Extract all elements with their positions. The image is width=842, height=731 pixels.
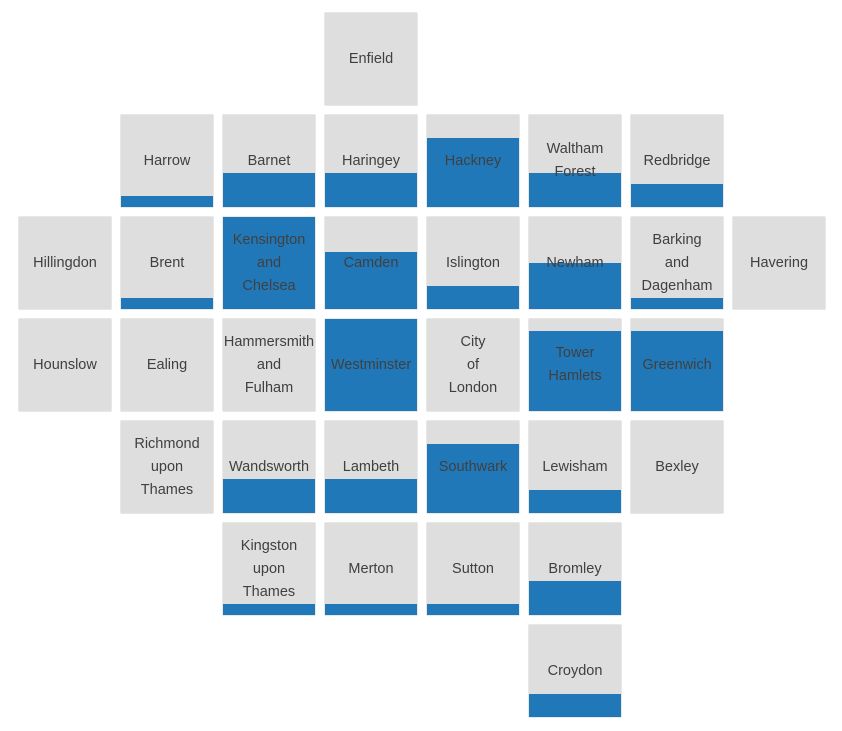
tile-ealing[interactable]: Ealing	[121, 319, 213, 411]
tile-tower-hamlets[interactable]: Tower Hamlets	[529, 319, 621, 411]
tile-label: Ealing	[146, 356, 188, 373]
tile-label: Tower Hamlets	[548, 345, 602, 384]
tile-value-bar	[325, 319, 417, 411]
tile-bexley[interactable]: Bexley	[631, 421, 723, 513]
tile-hackney[interactable]: Hackney	[427, 115, 519, 207]
tile-label: Redbridge	[643, 152, 711, 169]
tile-value-bar	[529, 490, 621, 513]
tile-label: Merton	[348, 560, 394, 577]
tile-value-bar	[223, 478, 315, 513]
tile-haringey[interactable]: Haringey	[325, 115, 417, 207]
tile-label: Havering	[749, 254, 809, 271]
tile-redbridge[interactable]: Redbridge	[631, 115, 723, 207]
tile-value-bar	[121, 297, 213, 309]
tile-havering[interactable]: Havering	[733, 217, 825, 309]
tile-hounslow[interactable]: Hounslow	[19, 319, 111, 411]
tile-enfield[interactable]: Enfield	[325, 13, 417, 105]
tile-camden[interactable]: Camden	[325, 217, 417, 309]
tile-label: Croydon	[547, 662, 603, 679]
tile-value-bar	[427, 444, 519, 513]
tile-islington[interactable]: Islington	[427, 217, 519, 309]
tile-value-bar	[223, 603, 315, 615]
tile-value-bar	[529, 263, 621, 309]
tile-label: Southwark	[438, 458, 508, 475]
tile-label: Hammersmith and Fulham	[223, 333, 315, 396]
tile-value-bar	[631, 184, 723, 207]
tile-lambeth[interactable]: Lambeth	[325, 421, 417, 513]
tile-label: Wandsworth	[228, 458, 310, 475]
tile-label: Hounslow	[33, 356, 97, 373]
tile-label: City of London	[448, 333, 498, 396]
tile-hammersmith-and-fulham[interactable]: Hammersmith and Fulham	[223, 319, 315, 411]
tile-waltham-forest[interactable]: Waltham Forest	[529, 115, 621, 207]
tile-value-bar	[223, 217, 315, 309]
tile-richmond-upon-thames[interactable]: Richmond upon Thames	[121, 421, 213, 513]
tile-southwark[interactable]: Southwark	[427, 421, 519, 513]
tile-harrow[interactable]: Harrow	[121, 115, 213, 207]
tile-value-bar	[529, 694, 621, 717]
tile-value-bar	[121, 195, 213, 207]
tile-label: Harrow	[143, 152, 191, 169]
tile-label: Waltham Forest	[546, 141, 604, 180]
tile-value-bar	[427, 138, 519, 207]
tile-value-bar	[529, 580, 621, 615]
tile-barnet[interactable]: Barnet	[223, 115, 315, 207]
tile-bromley[interactable]: Bromley	[529, 523, 621, 615]
tile-label: Brent	[149, 254, 185, 271]
tile-value-bar	[631, 330, 723, 411]
tile-label: Bexley	[655, 458, 699, 475]
tile-barking-and-dagenham[interactable]: Barking and Dagenham	[631, 217, 723, 309]
tile-label: Islington	[445, 254, 500, 271]
tile-label: Westminster	[330, 356, 412, 373]
tile-value-bar	[325, 603, 417, 615]
tile-greenwich[interactable]: Greenwich	[631, 319, 723, 411]
tile-label: Camden	[343, 254, 399, 271]
tile-label: Barnet	[247, 152, 291, 169]
tile-label: Sutton	[452, 560, 494, 577]
tile-newham[interactable]: Newham	[529, 217, 621, 309]
tile-label: Haringey	[341, 152, 401, 169]
tile-value-bar	[427, 286, 519, 309]
tile-value-bar	[427, 603, 519, 615]
tile-label: Hillingdon	[33, 254, 97, 271]
tile-label: Enfield	[348, 50, 394, 67]
tile-label: Lewisham	[542, 458, 608, 475]
tile-lewisham[interactable]: Lewisham	[529, 421, 621, 513]
tile-city-of-london[interactable]: City of London	[427, 319, 519, 411]
tile-value-bar	[325, 478, 417, 513]
tile-wandsworth[interactable]: Wandsworth	[223, 421, 315, 513]
tile-value-bar	[325, 251, 417, 309]
tile-value-bar	[529, 330, 621, 411]
tile-value-bar	[325, 172, 417, 207]
tile-croydon[interactable]: Croydon	[529, 625, 621, 717]
tile-brent[interactable]: Brent	[121, 217, 213, 309]
tile-label: Richmond upon Thames	[134, 435, 200, 498]
tile-sutton[interactable]: Sutton	[427, 523, 519, 615]
tile-label: Kensington and Chelsea	[232, 231, 306, 294]
tile-label: Kingston upon Thames	[240, 537, 298, 600]
tile-merton[interactable]: Merton	[325, 523, 417, 615]
tile-kingston-upon-thames[interactable]: Kingston upon Thames	[223, 523, 315, 615]
tile-label: Newham	[546, 254, 604, 271]
tile-label: Greenwich	[642, 356, 712, 373]
tile-label: Bromley	[548, 560, 602, 577]
tile-kensington-and-chelsea[interactable]: Kensington and Chelsea	[223, 217, 315, 309]
tile-label: Barking and Dagenham	[641, 231, 713, 294]
tile-value-bar	[223, 172, 315, 207]
tile-label: Hackney	[444, 152, 502, 169]
tile-westminster[interactable]: Westminster	[325, 319, 417, 411]
tile-label: Lambeth	[342, 458, 400, 475]
tile-value-bar	[529, 172, 621, 207]
tile-hillingdon[interactable]: Hillingdon	[19, 217, 111, 309]
tile-value-bar	[631, 297, 723, 309]
